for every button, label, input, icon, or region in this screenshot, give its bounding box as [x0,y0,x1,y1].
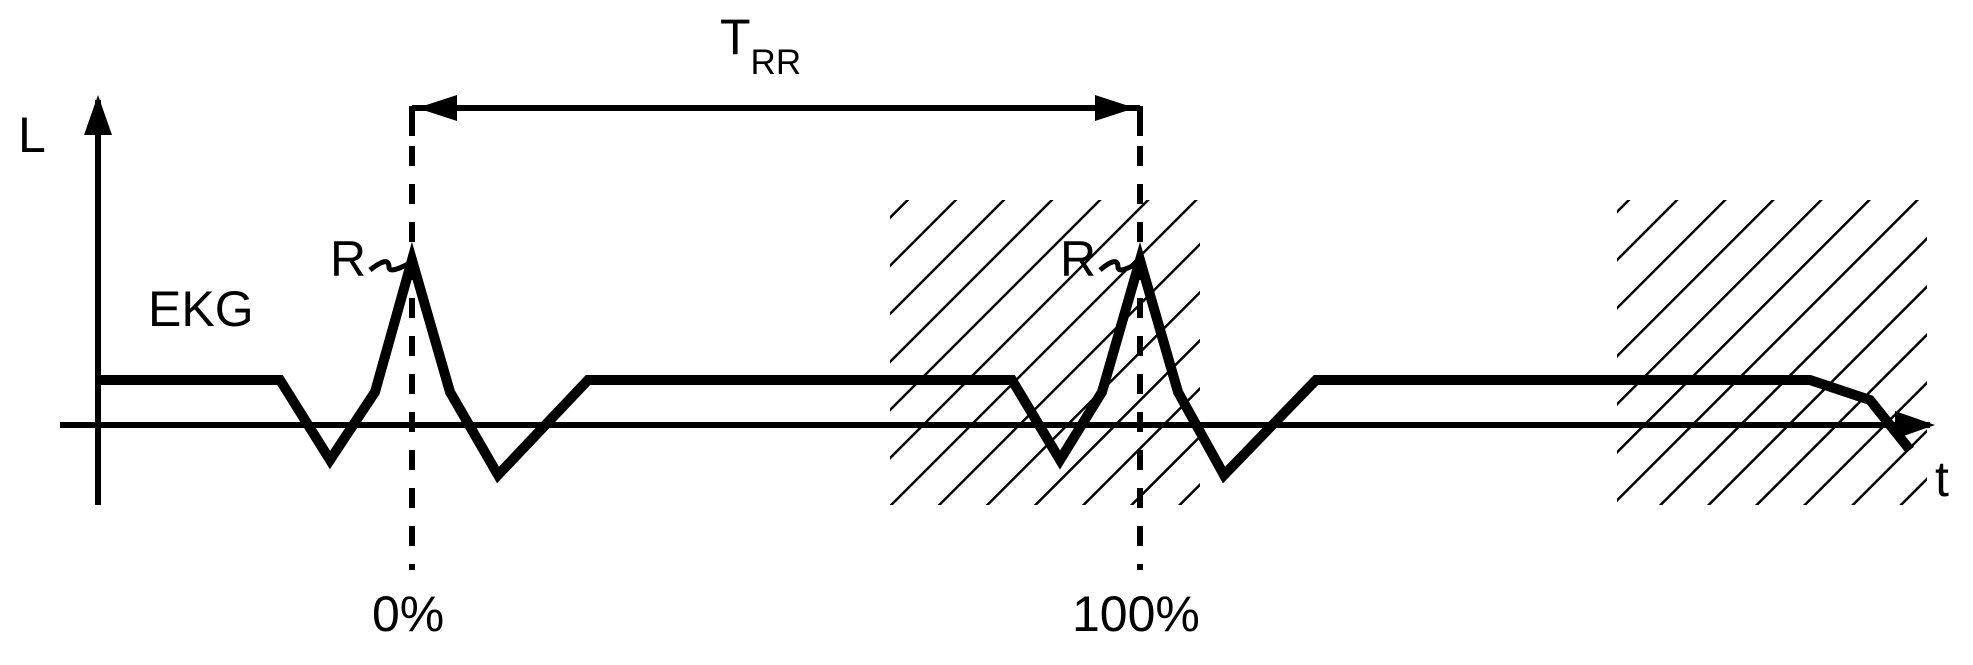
ekg-diagram: L t EKG TRR R R 0% 100% [0,0,1973,665]
r-peak-label-1: R [330,230,366,288]
interval-label: TRR [720,8,801,74]
x-axis-label: t [1935,450,1949,508]
interval-label-sub: RR [751,43,802,82]
r-peak-label-2: R [1060,230,1096,288]
interval-label-main: T [720,9,751,65]
ekg-svg [0,0,1973,665]
tick-100pct: 100% [1072,585,1200,643]
y-axis-label: L [18,106,46,164]
hatched-regions [890,200,1927,505]
ekg-label: EKG [148,280,254,338]
interval-bracket [412,95,1140,136]
tick-0pct: 0% [372,585,444,643]
